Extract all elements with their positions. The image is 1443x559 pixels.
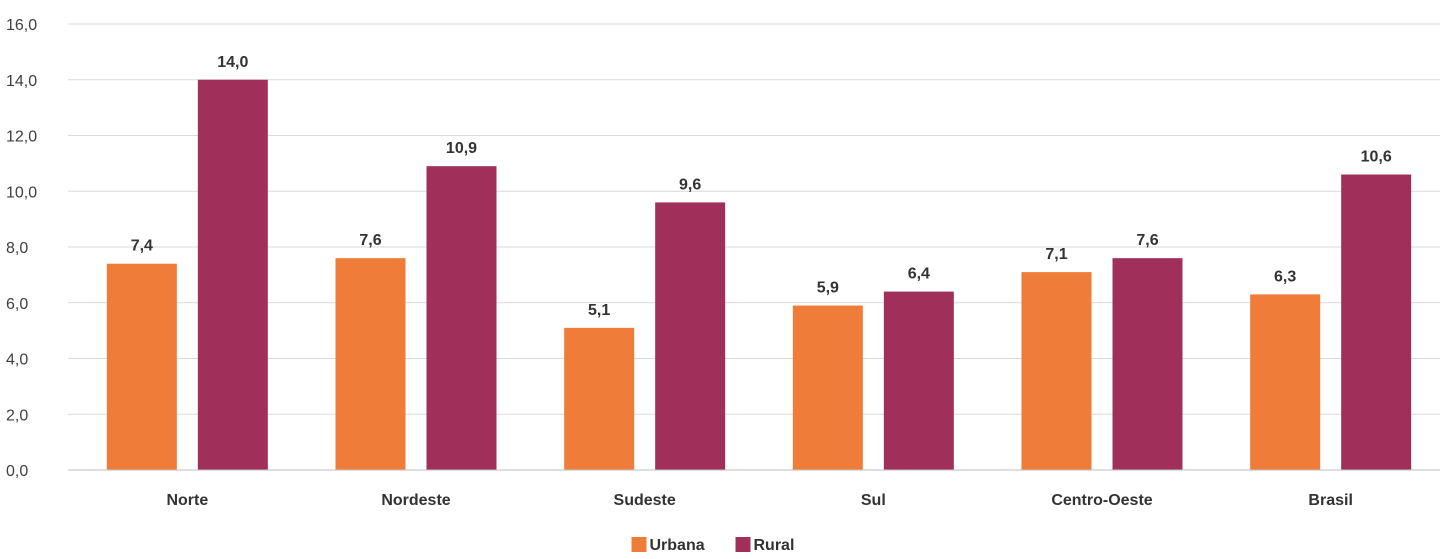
data-label: 10,6 [1361, 149, 1392, 166]
data-label: 7,6 [1136, 232, 1158, 249]
bar-urbana-centro-oeste [1021, 272, 1092, 470]
bar-rural-sudeste [655, 202, 726, 470]
bar-urbana-norte [106, 263, 177, 470]
data-labels: 7,4 14,0 7,6 10,9 5,1 9,6 5,9 6,4 7,1 7,6 6,3 10,6 [131, 54, 1392, 319]
data-label: 5,9 [817, 280, 839, 297]
x-tick-label: Sul [861, 492, 886, 509]
data-label: 9,6 [679, 176, 701, 193]
legend-label-rural: Rural [754, 537, 795, 554]
y-tick-label: 14,0 [6, 73, 37, 90]
x-tick-label: Brasil [1308, 492, 1352, 509]
data-label: 7,4 [131, 238, 153, 255]
x-axis-category-labels: Norte Nordeste Sudeste Sul Centro-Oeste Brasi… [166, 492, 1352, 509]
y-tick-label: 16,0 [6, 17, 37, 34]
data-label: 6,3 [1274, 268, 1296, 285]
legend-label-urbana: Urbana [650, 537, 705, 554]
legend-swatch-rural [735, 537, 751, 552]
y-tick-label: 6,0 [6, 296, 28, 313]
y-tick-label: 0,0 [6, 463, 28, 480]
y-tick-label: 4,0 [6, 352, 28, 369]
bar-urbana-sul [792, 305, 863, 470]
bar-urbana-sudeste [564, 327, 635, 470]
data-label: 6,4 [908, 266, 930, 283]
y-tick-label: 10,0 [6, 184, 37, 201]
bar-rural-sul [883, 291, 954, 470]
bar-rural-centro-oeste [1112, 258, 1183, 470]
bar-rural-brasil [1341, 174, 1412, 470]
data-label: 7,6 [359, 232, 381, 249]
y-tick-label: 12,0 [6, 129, 37, 146]
legend: Urbana Rural [631, 537, 795, 554]
bar-rural-norte [197, 79, 268, 470]
y-tick-label: 8,0 [6, 240, 28, 257]
data-label: 7,1 [1045, 246, 1067, 263]
x-tick-label: Norte [166, 492, 208, 509]
legend-swatch-urbana [631, 537, 647, 552]
x-tick-label: Nordeste [381, 492, 450, 509]
data-label: 10,9 [446, 140, 477, 157]
gridlines [68, 23, 1440, 415]
bar-urbana-nordeste [335, 258, 406, 470]
bar-rural-nordeste [426, 166, 497, 470]
y-axis-tick-labels: 0,0 2,0 4,0 6,0 8,0 10,0 12,0 14,0 16,0 [6, 17, 37, 480]
bar-urbana-brasil [1250, 294, 1321, 470]
y-tick-label: 2,0 [6, 407, 28, 424]
data-label: 5,1 [588, 302, 610, 319]
data-label: 14,0 [217, 54, 248, 71]
x-tick-label: Sudeste [614, 492, 676, 509]
x-tick-label: Centro-Oeste [1051, 492, 1152, 509]
bars [106, 79, 1412, 470]
